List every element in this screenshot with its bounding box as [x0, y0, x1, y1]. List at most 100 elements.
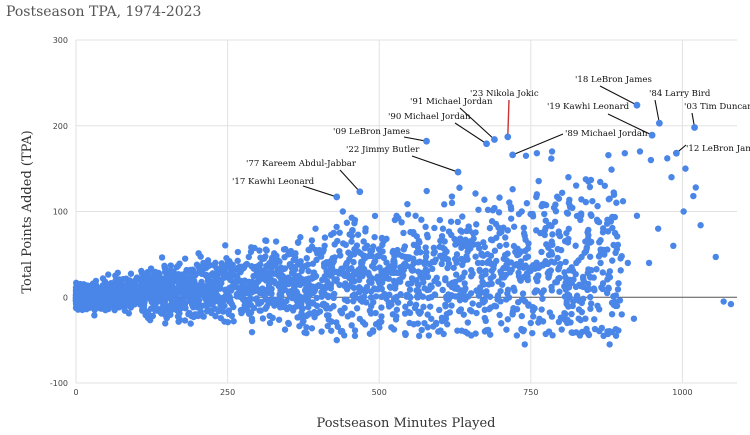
cloud-point — [475, 301, 483, 309]
data-point — [424, 234, 431, 241]
cloud-point — [418, 326, 425, 334]
labeled-point — [504, 133, 512, 141]
cloud-point — [178, 297, 185, 305]
cloud-point — [503, 241, 510, 248]
cloud-point — [439, 255, 447, 263]
cloud-point — [150, 272, 158, 280]
cloud-point — [336, 229, 343, 236]
data-point — [181, 255, 189, 262]
labeled-point — [691, 124, 698, 131]
cloud-point — [404, 200, 411, 208]
cloud-point — [484, 206, 492, 214]
cloud-point — [480, 239, 487, 246]
cloud-point — [402, 330, 409, 338]
cloud-point — [565, 292, 573, 299]
cloud-point — [336, 281, 343, 289]
cloud-point — [420, 303, 427, 311]
cloud-point — [336, 247, 343, 255]
data-point — [333, 336, 340, 344]
cloud-point — [534, 272, 542, 279]
x-tick-label: 500 — [372, 388, 387, 397]
cloud-point — [426, 303, 434, 310]
cloud-point — [563, 209, 571, 216]
cloud-point — [481, 314, 488, 322]
cloud-point — [170, 296, 178, 303]
cloud-point — [548, 222, 555, 230]
cloud-point — [139, 286, 146, 293]
cloud-point — [304, 278, 311, 285]
cloud-point — [588, 267, 595, 274]
cloud-point — [579, 273, 587, 281]
cloud-point — [444, 264, 451, 272]
cloud-point — [462, 293, 470, 300]
data-point — [636, 148, 644, 155]
annotation-leader — [507, 99, 510, 137]
cloud-point — [585, 226, 592, 234]
data-point — [200, 259, 207, 267]
data-point — [254, 272, 262, 280]
cloud-point — [381, 290, 388, 298]
cloud-point — [572, 242, 579, 249]
cloud-point — [174, 313, 182, 320]
cloud-point — [292, 275, 299, 282]
cloud-point — [112, 277, 119, 284]
cloud-point — [585, 331, 593, 339]
cloud-point — [504, 316, 512, 323]
cloud-point — [561, 309, 568, 317]
data-point — [285, 319, 292, 327]
cloud-point — [510, 223, 518, 230]
cloud-point — [110, 283, 117, 290]
cloud-point — [414, 281, 422, 288]
cloud-point — [89, 280, 97, 287]
data-point — [588, 212, 595, 219]
cloud-point — [519, 290, 527, 297]
labeled-point — [333, 193, 341, 201]
cloud-point — [372, 293, 380, 300]
data-point — [306, 246, 313, 254]
cloud-point — [366, 273, 373, 280]
cloud-point — [227, 266, 235, 274]
cloud-point — [404, 211, 412, 218]
cloud-point — [494, 296, 501, 303]
cloud-point — [301, 329, 308, 336]
cloud-point — [101, 278, 109, 285]
cloud-point — [591, 316, 598, 323]
data-point — [75, 296, 83, 304]
cloud-point — [505, 294, 513, 301]
cloud-point — [201, 271, 208, 278]
cloud-point — [176, 260, 183, 267]
cloud-point — [568, 278, 575, 286]
data-point — [697, 222, 704, 229]
cloud-point — [321, 291, 329, 298]
cloud-point — [186, 268, 194, 276]
cloud-point — [281, 326, 289, 333]
cloud-point — [548, 283, 555, 291]
cloud-point — [467, 273, 475, 280]
cloud-point — [204, 277, 212, 285]
annotation-label: '17 Kawhi Leonard — [232, 177, 315, 187]
cloud-point — [424, 273, 432, 281]
cloud-point — [226, 284, 233, 292]
cloud-point — [454, 218, 462, 226]
cloud-point — [578, 308, 586, 316]
data-point — [130, 283, 137, 291]
cloud-point — [245, 253, 253, 261]
cloud-point — [298, 267, 305, 275]
cloud-point — [212, 259, 219, 267]
cloud-point — [390, 296, 398, 303]
cloud-point — [609, 213, 616, 221]
cloud-point — [464, 248, 471, 255]
cloud-point — [161, 265, 169, 272]
cloud-point — [442, 303, 449, 310]
cloud-point — [350, 297, 357, 305]
cloud-point — [496, 242, 503, 250]
cloud-point — [510, 305, 517, 312]
cloud-point — [487, 236, 495, 243]
cloud-point — [515, 269, 522, 276]
cloud-point — [294, 314, 301, 321]
cloud-point — [181, 270, 189, 278]
data-point — [567, 204, 574, 211]
cloud-point — [391, 260, 398, 267]
data-point — [212, 312, 219, 320]
cloud-point — [522, 247, 529, 255]
